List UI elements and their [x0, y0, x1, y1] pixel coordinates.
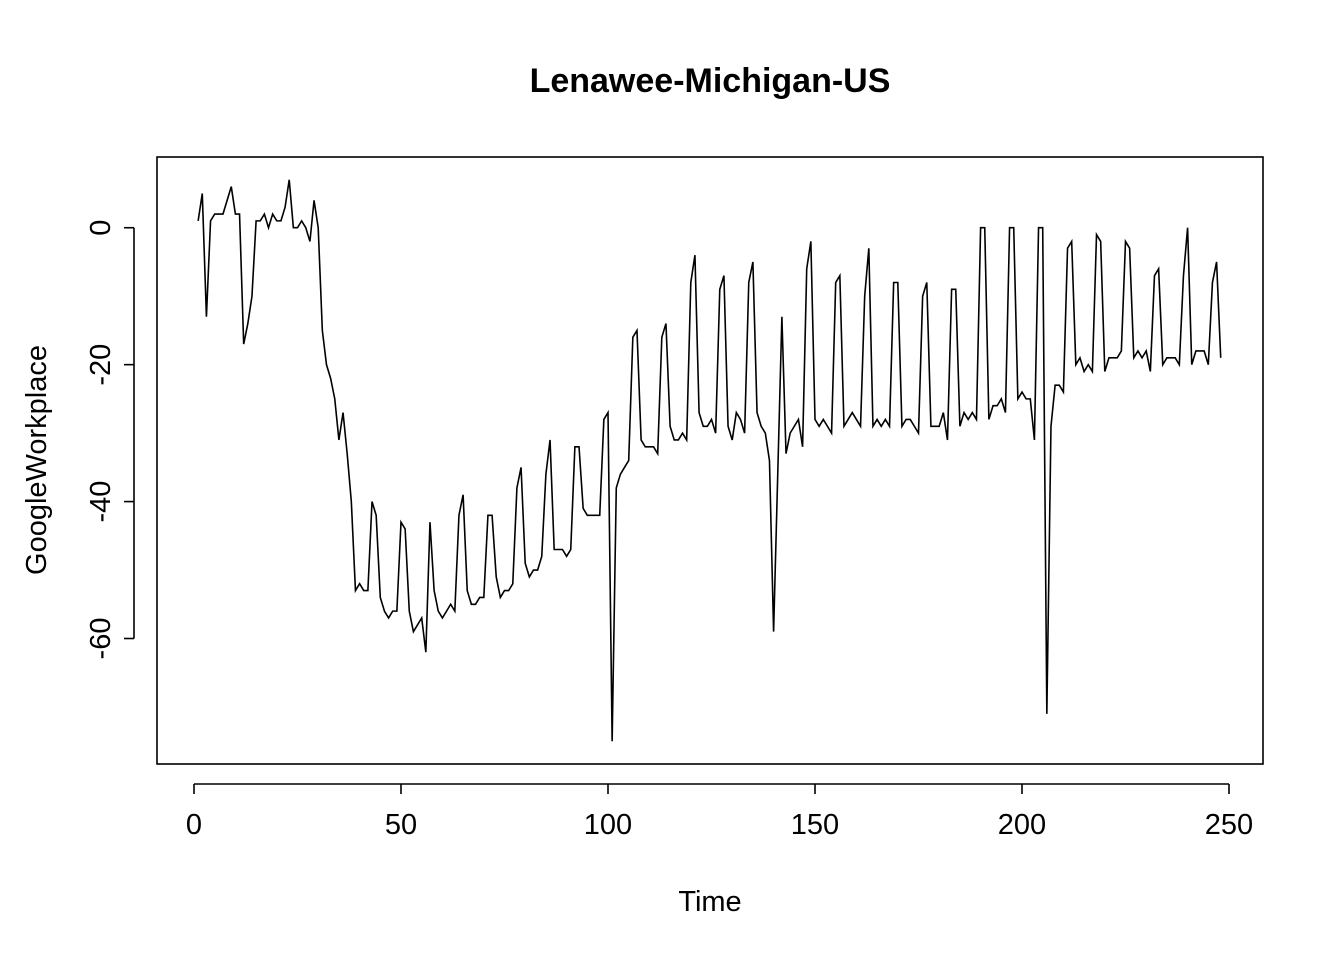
x-tick-label: 250 [1205, 809, 1253, 841]
series-line [197, 179, 1222, 742]
chart-title: Lenawee-Michigan-US [530, 62, 891, 100]
x-tick-label: 0 [186, 809, 202, 841]
x-axis-label: Time [678, 886, 741, 918]
plot-frame [156, 156, 1264, 765]
y-tick-label: -40 [85, 481, 117, 523]
x-tick-label: 150 [791, 809, 839, 841]
y-tick-label: -20 [85, 344, 117, 386]
y-tick-label: 0 [85, 220, 117, 236]
y-tick-label: -60 [85, 618, 117, 660]
x-tick-label: 100 [584, 809, 632, 841]
y-axis: 0 -20 -40 -60 [85, 220, 135, 660]
x-tick-label: 50 [385, 809, 417, 841]
x-axis: 0 50 100 150 200 250 [186, 783, 1253, 841]
x-tick-label: 200 [998, 809, 1046, 841]
y-axis-label: GoogleWorkplace [21, 345, 53, 575]
